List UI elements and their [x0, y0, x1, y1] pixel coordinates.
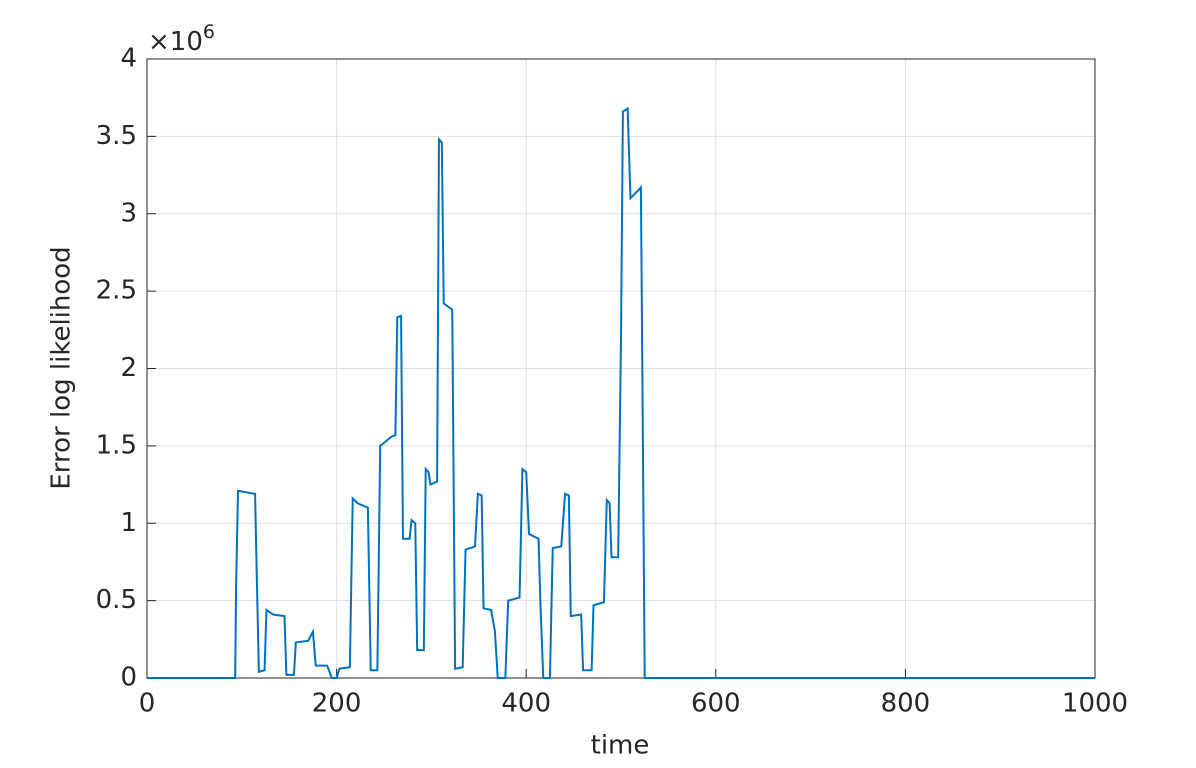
- axis-multiplier: ×106: [148, 21, 215, 57]
- multiplier-exponent: 6: [203, 21, 215, 43]
- plot-frame: [146, 58, 1096, 679]
- x-tick-label: 600: [691, 689, 741, 719]
- x-axis-label: time: [591, 731, 650, 761]
- y-tick-label: 3: [120, 198, 137, 228]
- y-tick-label: 0: [120, 663, 137, 693]
- x-tick-label: 800: [881, 689, 931, 719]
- y-tick-label: 0.5: [96, 585, 137, 615]
- x-tick-label: 1000: [1062, 689, 1128, 719]
- x-tick-label: 400: [501, 689, 551, 719]
- x-tick-label: 200: [312, 689, 362, 719]
- y-tick-label: 2: [120, 353, 137, 383]
- y-tick-label: 3.5: [96, 121, 137, 151]
- y-tick-label: 2.5: [96, 276, 137, 306]
- y-axis-label: Error log likelihood: [47, 246, 77, 489]
- multiplier-base: ×10: [148, 27, 203, 57]
- y-tick-label: 1.5: [96, 430, 137, 460]
- x-tick-label: 0: [139, 689, 156, 719]
- y-tick-label: 4: [120, 44, 137, 74]
- data-line: [147, 106, 1095, 679]
- y-tick-label: 1: [120, 508, 137, 538]
